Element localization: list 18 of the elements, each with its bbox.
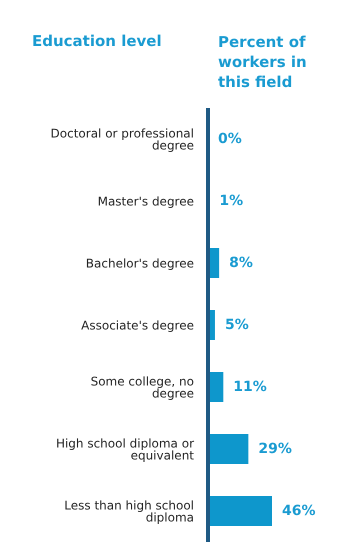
y-tick-label: Bachelor's degree [86, 256, 194, 270]
data-label: 1% [219, 193, 244, 209]
data-label: 46% [282, 503, 316, 519]
y-tick-label: High school diploma or equivalent [56, 436, 194, 462]
x-axis-title: Percent of workers in this field [218, 32, 308, 92]
bar [208, 496, 272, 526]
y-axis-title: Education level [32, 32, 162, 50]
data-label: 8% [229, 255, 253, 271]
data-label: 0% [218, 131, 242, 147]
y-tick-label: Master's degree [98, 194, 194, 208]
bar [208, 434, 248, 464]
y-tick-label: Some college, no degree [90, 374, 194, 400]
y-tick-label: Less than high school diploma [64, 498, 194, 524]
y-tick-label: Associate's degree [81, 318, 194, 332]
data-label: 5% [224, 317, 249, 333]
data-label: 11% [233, 379, 267, 395]
y-tick-label: Doctoral or professional degree [50, 126, 194, 152]
data-label: 29% [258, 441, 292, 457]
